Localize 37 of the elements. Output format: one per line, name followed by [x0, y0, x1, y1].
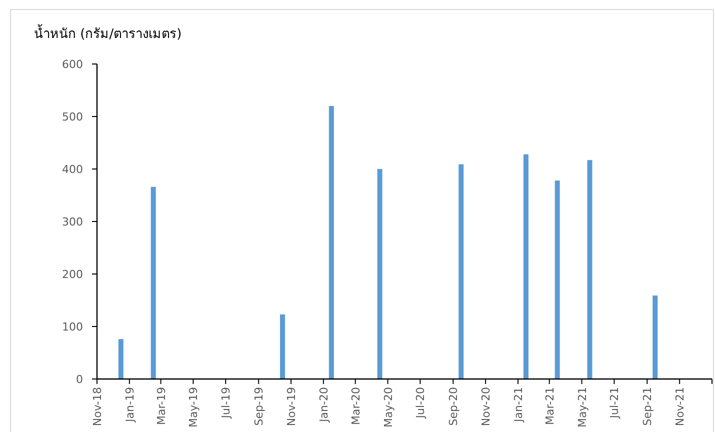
x-tick-label: Jul-21 — [608, 387, 622, 420]
x-tick-label: Sep-20 — [447, 387, 460, 426]
x-tick-label: Nov-18 — [91, 387, 104, 426]
x-tick-label: Sep-21 — [641, 387, 654, 426]
bar — [377, 169, 382, 379]
x-tick-label: Sep-19 — [252, 387, 266, 426]
y-tick-label: 400 — [62, 163, 83, 176]
y-tick-label: 100 — [62, 320, 83, 334]
bar — [523, 154, 528, 379]
x-tick-label: Jan-20 — [317, 387, 330, 423]
y-tick-label: 200 — [62, 268, 83, 281]
x-tick-label: May-19 — [187, 387, 200, 428]
y-axis-title: น้ำหนัก (กรัม/ตารางเมตร) — [34, 24, 182, 42]
x-tick-label: Mar-21 — [543, 387, 556, 426]
x-tick-label: Jul-19 — [220, 387, 233, 420]
bar — [280, 314, 286, 379]
x-tick-label: Nov-19 — [285, 387, 298, 426]
x-tick-label: Jul-20 — [414, 387, 428, 420]
bar — [118, 339, 124, 379]
bar — [652, 296, 658, 379]
bar — [554, 180, 560, 379]
x-tick-label: Mar-19 — [154, 387, 168, 426]
x-tick-label: May-20 — [382, 387, 395, 428]
bar — [587, 160, 592, 379]
y-tick-label: 500 — [62, 110, 83, 124]
x-tick-label: Jan-19 — [123, 387, 136, 423]
y-tick-label: 0 — [76, 373, 83, 386]
x-tick-label: Nov-20 — [480, 387, 493, 426]
bar — [458, 164, 464, 379]
x-tick-label: Nov-21 — [674, 387, 687, 426]
x-tick-label: May-21 — [576, 387, 589, 428]
bar — [150, 186, 156, 379]
bar — [328, 106, 334, 379]
x-tick-label: Mar-20 — [349, 387, 362, 426]
y-tick-label: 300 — [62, 216, 83, 228]
x-tick-label: Jan-21 — [512, 387, 525, 423]
y-tick-label: 600 — [62, 58, 83, 71]
